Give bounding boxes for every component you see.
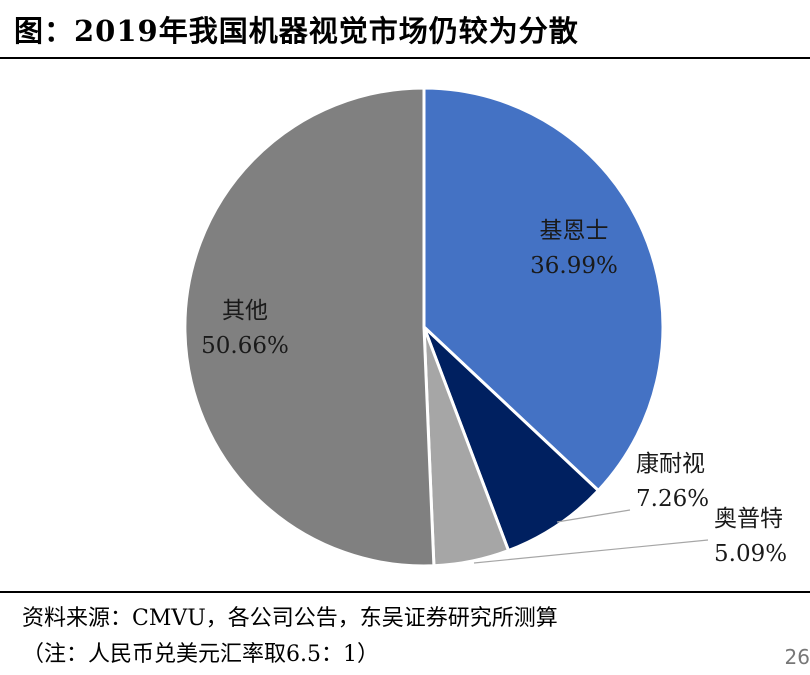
slice-name-label-1: 基恩士 <box>540 218 609 244</box>
page-number: 26 <box>784 645 810 669</box>
leader-line-3 <box>473 539 709 564</box>
title-divider <box>0 57 810 59</box>
pie-slice-2 <box>422 325 601 553</box>
footer-divider <box>0 591 810 593</box>
slice-value-label-1: 36.99% <box>530 253 618 279</box>
page-title: 图：2019年我国机器视觉市场仍较为分散 <box>14 14 579 48</box>
pie-slice-1 <box>422 86 665 493</box>
slice-name-label-4: 其他 <box>222 298 268 324</box>
source-note: 资料来源：CMVU，各公司公告，东吴证券研究所测算 <box>22 606 558 631</box>
exchange-rate-note: （注：人民币兑美元汇率取6.5：1） <box>22 642 379 667</box>
leader-line-2 <box>556 509 631 523</box>
pie-slice-4 <box>183 86 436 568</box>
slice-value-label-4: 50.66% <box>201 333 289 359</box>
slice-value-label-2: 7.26% <box>636 486 709 512</box>
slice-name-label-2: 康耐视 <box>636 451 705 477</box>
slice-name-label-3: 奥普特 <box>714 506 783 532</box>
slice-value-label-3: 5.09% <box>714 541 787 567</box>
